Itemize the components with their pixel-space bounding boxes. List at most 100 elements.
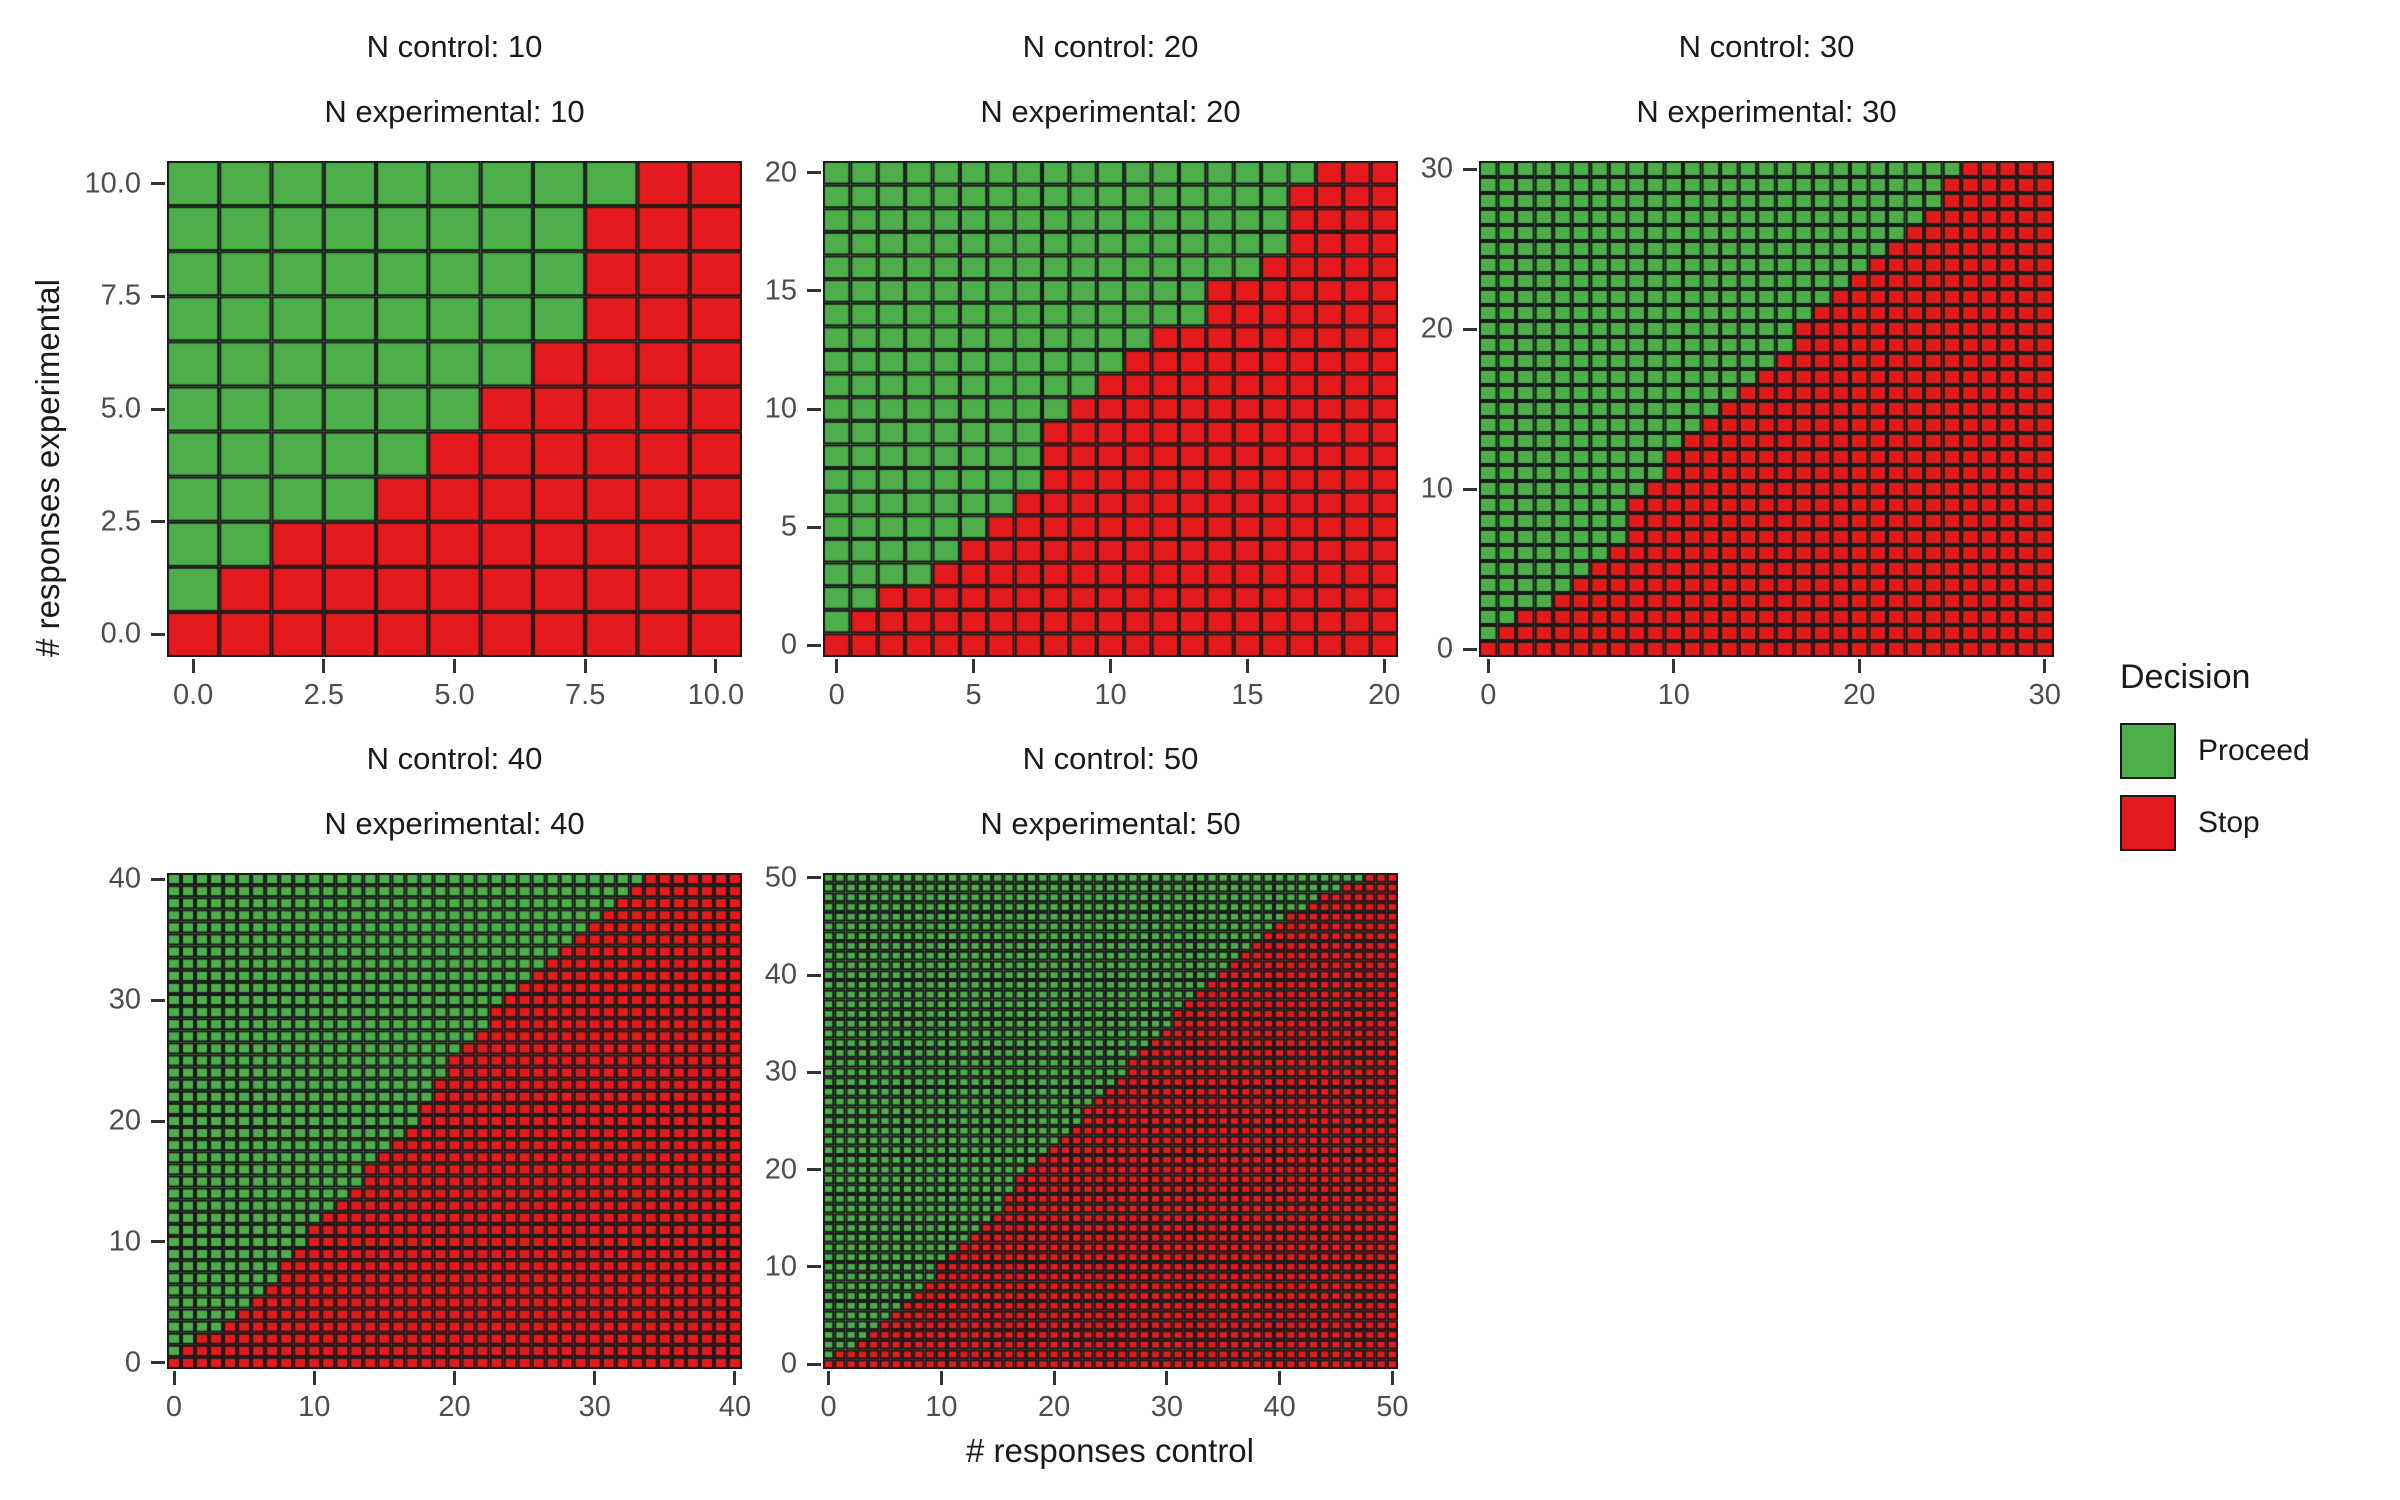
y-axis-tick-mark <box>1463 487 1477 491</box>
y-axis-tick-label: 30 <box>764 1055 797 1088</box>
y-axis-tick-mark <box>807 876 821 880</box>
y-axis-tick-label: 5.0 <box>100 392 141 425</box>
legend-label-proceed: Proceed <box>2198 734 2310 767</box>
y-axis-tick-mark <box>151 877 165 881</box>
y-axis-tick-label: 0 <box>780 1347 797 1380</box>
x-axis-tick-label: 20 <box>1368 679 1401 711</box>
legend-item-proceed: Proceed <box>2120 723 2310 779</box>
facet-strip-title-control: N control: 40 <box>366 741 543 776</box>
x-axis-tick-mark <box>835 659 839 673</box>
y-axis-tick-mark <box>807 171 821 175</box>
y-axis-tick-label: 0.0 <box>100 617 141 650</box>
y-axis-tick-label: 10 <box>108 1225 141 1258</box>
x-axis-tick-label: 10 <box>298 1391 331 1423</box>
heatmap-panel-n30 <box>1479 161 2054 657</box>
y-axis-tick-mark <box>151 294 165 298</box>
x-axis-tick-label: 0 <box>165 1391 183 1423</box>
y-axis-tick-label: 20 <box>764 1153 797 1186</box>
x-axis-tick-label: 20 <box>1037 1391 1071 1423</box>
x-axis-tick-mark <box>593 1371 597 1385</box>
facet-strip-title-experimental: N experimental: 30 <box>1636 94 1897 129</box>
x-axis-title: # responses control <box>966 1432 1254 1469</box>
y-axis-tick-mark <box>807 289 821 293</box>
y-axis-tick-mark <box>807 643 821 647</box>
y-axis-tick-label: 0 <box>124 1346 141 1379</box>
facet-strip-title-control: N control: 30 <box>1678 29 1855 64</box>
x-axis-tick-label: 15 <box>1231 679 1264 711</box>
y-axis-tick-label: 20 <box>1420 312 1453 345</box>
x-axis-tick-mark <box>733 1371 737 1385</box>
y-axis-tick-label: 7.5 <box>100 279 141 312</box>
y-axis-tick-label: 10 <box>1420 472 1453 505</box>
y-axis-tick-mark <box>807 973 821 977</box>
x-axis-tick-mark <box>1390 1371 1394 1385</box>
x-axis-tick-label: 0 <box>1480 679 1497 711</box>
x-axis-tick-label: 0 <box>828 679 845 711</box>
x-axis-tick-label: 50 <box>1376 1391 1409 1423</box>
facet-strip-title-experimental: N experimental: 50 <box>980 806 1241 841</box>
x-axis-tick-mark <box>453 659 456 673</box>
y-axis-tick-mark <box>807 1362 821 1366</box>
x-axis-tick-mark <box>1052 1371 1056 1385</box>
x-axis-tick-label: 30 <box>2028 679 2061 711</box>
y-axis-tick-mark <box>1463 327 1477 331</box>
decision-legend: Decision Proceed Stop <box>2120 658 2310 867</box>
x-axis-tick-label: 30 <box>578 1391 611 1423</box>
y-axis-tick-label: 5 <box>780 510 797 543</box>
y-axis-tick-label: 10 <box>764 1250 797 1283</box>
y-axis-tick-mark <box>807 525 821 529</box>
y-axis-tick-label: 10.0 <box>84 167 141 200</box>
y-axis-tick-mark <box>1463 167 1477 171</box>
x-axis-tick-mark <box>1245 659 1249 673</box>
x-axis-tick-label: 7.5 <box>565 679 606 711</box>
legend-label-stop: Stop <box>2198 806 2260 839</box>
x-axis-tick-label: 10.0 <box>687 679 745 711</box>
x-axis-tick-mark <box>172 1371 176 1385</box>
y-axis-tick-mark <box>151 520 165 524</box>
x-axis-tick-label: 10 <box>1657 679 1690 711</box>
proceed-swatch-icon <box>2120 723 2176 779</box>
y-axis-tick-mark <box>151 1240 165 1244</box>
y-axis-tick-mark <box>151 1119 165 1123</box>
y-axis-tick-mark <box>807 1070 821 1074</box>
y-axis-tick-label: 0 <box>1436 632 1453 665</box>
x-axis-tick-mark <box>827 1371 831 1385</box>
y-axis-tick-label: 30 <box>108 983 141 1016</box>
facet-strip-title-control: N control: 10 <box>366 29 543 64</box>
y-axis-tick-mark <box>151 182 165 186</box>
y-axis-tick-label: 0 <box>780 628 797 661</box>
y-axis-tick-mark <box>151 632 165 636</box>
x-axis-tick-label: 0.0 <box>172 679 214 711</box>
heatmap-panel-n10 <box>167 161 742 657</box>
x-axis-tick-label: 30 <box>1150 1391 1183 1423</box>
x-axis-tick-mark <box>191 659 195 673</box>
facet-strip-title-experimental: N experimental: 10 <box>324 94 585 129</box>
y-axis-tick-label: 20 <box>764 156 797 189</box>
x-axis-tick-mark <box>1165 1371 1169 1385</box>
x-axis-tick-label: 40 <box>718 1391 752 1423</box>
x-axis-tick-mark <box>1382 659 1386 673</box>
facet-strip-title-control: N control: 50 <box>1022 741 1199 776</box>
x-axis-tick-mark <box>1857 659 1861 673</box>
y-axis-tick-mark <box>151 998 165 1002</box>
heatmap-panel-n40 <box>167 873 742 1369</box>
y-axis-tick-mark <box>807 1168 821 1172</box>
x-axis-tick-label: 40 <box>1263 1391 1296 1423</box>
x-axis-tick-mark <box>2043 659 2047 673</box>
y-axis-tick-label: 10 <box>764 392 797 425</box>
y-axis-tick-label: 50 <box>764 861 797 894</box>
y-axis-tick-label: 15 <box>764 274 797 307</box>
x-axis-tick-label: 10 <box>925 1391 958 1423</box>
x-axis-tick-mark <box>1486 659 1490 673</box>
y-axis-tick-label: 30 <box>1420 152 1453 185</box>
x-axis-tick-mark <box>453 1371 456 1385</box>
y-axis-tick-mark <box>807 407 821 411</box>
y-axis-tick-mark <box>151 407 165 411</box>
x-axis-tick-mark <box>1278 1371 1282 1385</box>
y-axis-tick-mark <box>1463 647 1477 651</box>
facet-strip-title-experimental: N experimental: 40 <box>324 806 585 841</box>
x-axis-tick-label: 20 <box>438 1391 471 1423</box>
x-axis-tick-mark <box>939 1371 943 1385</box>
x-axis-tick-label: 20 <box>1843 679 1876 711</box>
x-axis-tick-label: 10 <box>1094 679 1127 711</box>
